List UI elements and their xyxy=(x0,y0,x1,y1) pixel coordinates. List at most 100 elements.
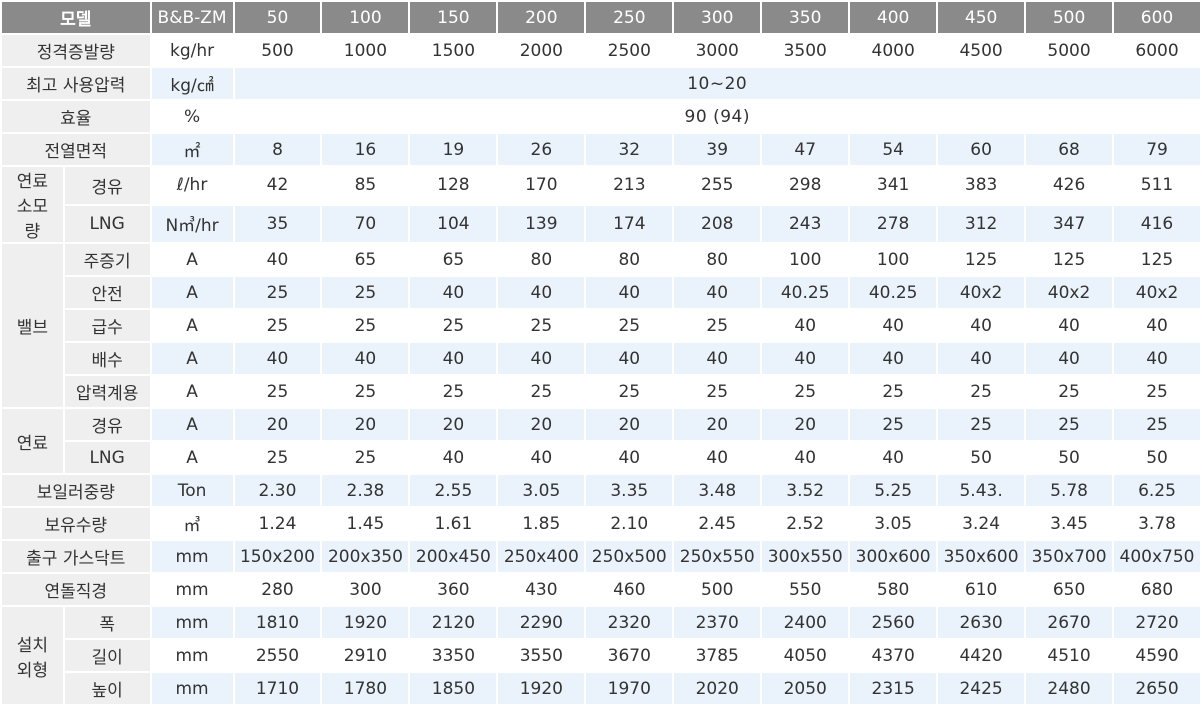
value-cell: 1.24 xyxy=(234,508,321,539)
value-cell: 32 xyxy=(586,134,673,165)
value-cell: 25 xyxy=(410,310,497,341)
value-cell: 213 xyxy=(586,167,673,204)
spec-table-body: 정격증발량 kg/hr 500 1000 1500 2000 2500 3000 3500 400… xyxy=(2,35,1200,704)
value-cell: 40 xyxy=(850,442,937,473)
value-cell: 40 xyxy=(410,277,497,308)
value-cell: 298 xyxy=(762,167,849,204)
table-row: 설치 외형 폭 mm 1810 1920 2120 2290 2320 2370 2400 2560 2… xyxy=(2,607,1200,704)
value-cell: 50 xyxy=(1026,442,1113,473)
unit-cell: ℓ/hr xyxy=(151,167,233,204)
value-cell: 25 xyxy=(498,376,585,407)
value-cell: 500 xyxy=(674,574,761,605)
value-cell: 3.35 xyxy=(586,475,673,506)
value-cell: 3670 xyxy=(586,640,673,671)
value-cell: 580 xyxy=(850,574,937,605)
value-cell: 40 xyxy=(762,442,849,473)
row-label: 연돌직경 xyxy=(2,574,150,605)
value-cell: 2.45 xyxy=(674,508,761,539)
value-cell: 360 xyxy=(410,574,497,605)
row-sublabel: LNG xyxy=(64,205,150,242)
value-cell: 42 xyxy=(234,167,321,204)
unit-cell: A xyxy=(151,244,233,275)
value-cell: 5000 xyxy=(1026,35,1113,66)
model-column-header: 500 xyxy=(1026,2,1113,33)
value-cell: 3.48 xyxy=(674,475,761,506)
value-cell: 2550 xyxy=(234,640,321,671)
value-cell: 2670 xyxy=(1026,607,1113,638)
value-cell: 250x550 xyxy=(674,541,761,572)
value-cell: 40 xyxy=(674,277,761,308)
row-sublabel: 폭 xyxy=(64,607,150,638)
value-cell: 2.38 xyxy=(322,475,409,506)
value-cell: 20 xyxy=(498,409,585,440)
value-cell: 40.25 xyxy=(762,277,849,308)
row-label: 전열면적 xyxy=(2,134,150,165)
row-label: 최고 사용압력 xyxy=(2,68,150,99)
value-cell: 100 xyxy=(762,244,849,275)
value-cell: 20 xyxy=(322,409,409,440)
unit-cell: ㎡ xyxy=(151,134,233,165)
value-cell: 40 xyxy=(498,277,585,308)
value-cell: 68 xyxy=(1026,134,1113,165)
value-cell: 208 xyxy=(674,205,761,242)
value-cell: 125 xyxy=(938,244,1025,275)
row-sublabel: 안전 xyxy=(64,277,150,308)
value-cell: 500 xyxy=(234,35,321,66)
merged-value-cell: 90 (94) xyxy=(234,101,1200,132)
row-group-label-line: 외형 xyxy=(16,660,48,681)
unit-cell: A xyxy=(151,376,233,407)
row-group-label-line: 설치 xyxy=(16,635,48,656)
row-group-label-line: 밸브 xyxy=(16,318,48,338)
value-cell: 25 xyxy=(410,376,497,407)
table-row: 높이 mm 1710 1780 1850 1920 1970 2020 2050 2315 2425… xyxy=(2,673,1200,704)
value-cell: 4500 xyxy=(938,35,1025,66)
value-cell: 79 xyxy=(1114,134,1200,165)
value-cell: 25 xyxy=(1114,376,1200,407)
unit-cell: A xyxy=(151,409,233,440)
value-cell: 125 xyxy=(1026,244,1113,275)
value-cell: 25 xyxy=(674,376,761,407)
value-cell: 40 xyxy=(586,442,673,473)
value-cell: 25 xyxy=(762,376,849,407)
value-cell: 40 xyxy=(850,343,937,374)
value-cell: 25 xyxy=(322,310,409,341)
value-cell: 40 xyxy=(674,343,761,374)
value-cell: 511 xyxy=(1114,167,1200,204)
table-row: 출구 가스닥트 mm 150x200 200x350 200x450 250x400 250… xyxy=(2,541,1200,572)
value-cell: 40 xyxy=(938,310,1025,341)
value-cell: 65 xyxy=(322,244,409,275)
table-row: 보유수량 ㎥ 1.24 1.45 1.61 1.85 2.10 2.45 2.52 3.05 3.2… xyxy=(2,508,1200,539)
unit-cell: N㎥/hr xyxy=(151,205,233,242)
model-column-header: 400 xyxy=(850,2,937,33)
value-cell: 1810 xyxy=(234,607,321,638)
value-cell: 3785 xyxy=(674,640,761,671)
value-cell: 383 xyxy=(938,167,1025,204)
value-cell: 400x750 xyxy=(1114,541,1200,572)
value-cell: 3.24 xyxy=(938,508,1025,539)
value-cell: 40 xyxy=(762,343,849,374)
unit-cell: Ton xyxy=(151,475,233,506)
value-cell: 680 xyxy=(1114,574,1200,605)
value-cell: 2120 xyxy=(410,607,497,638)
value-cell: 4510 xyxy=(1026,640,1113,671)
row-sublabel: 주증기 xyxy=(64,244,150,275)
value-cell: 2500 xyxy=(586,35,673,66)
value-cell: 350x700 xyxy=(1026,541,1113,572)
value-cell: 300x550 xyxy=(762,541,849,572)
value-cell: 40 xyxy=(410,343,497,374)
table-row: 압력계용 A 25 25 25 25 25 25 25 25 25 25 25 xyxy=(2,376,1200,407)
row-group-label: 연료 xyxy=(2,409,63,473)
value-cell: 40 xyxy=(322,343,409,374)
header-row: 모델 B&B-ZM 50 100 150 200 250 300 350 400… xyxy=(2,2,1200,33)
value-cell: 25 xyxy=(938,409,1025,440)
table-row: 안전 A 25 25 40 40 40 40 40.25 40.25 40x2 40x2 40x2 xyxy=(2,277,1200,308)
row-sublabel: 배수 xyxy=(64,343,150,374)
value-cell: 80 xyxy=(674,244,761,275)
value-cell: 1850 xyxy=(410,673,497,704)
value-cell: 2.55 xyxy=(410,475,497,506)
unit-cell: kg/㎠ xyxy=(151,68,233,99)
value-cell: 25 xyxy=(234,277,321,308)
value-cell: 347 xyxy=(1026,205,1113,242)
row-group-label-line: 연료 xyxy=(16,433,48,454)
value-cell: 1920 xyxy=(322,607,409,638)
